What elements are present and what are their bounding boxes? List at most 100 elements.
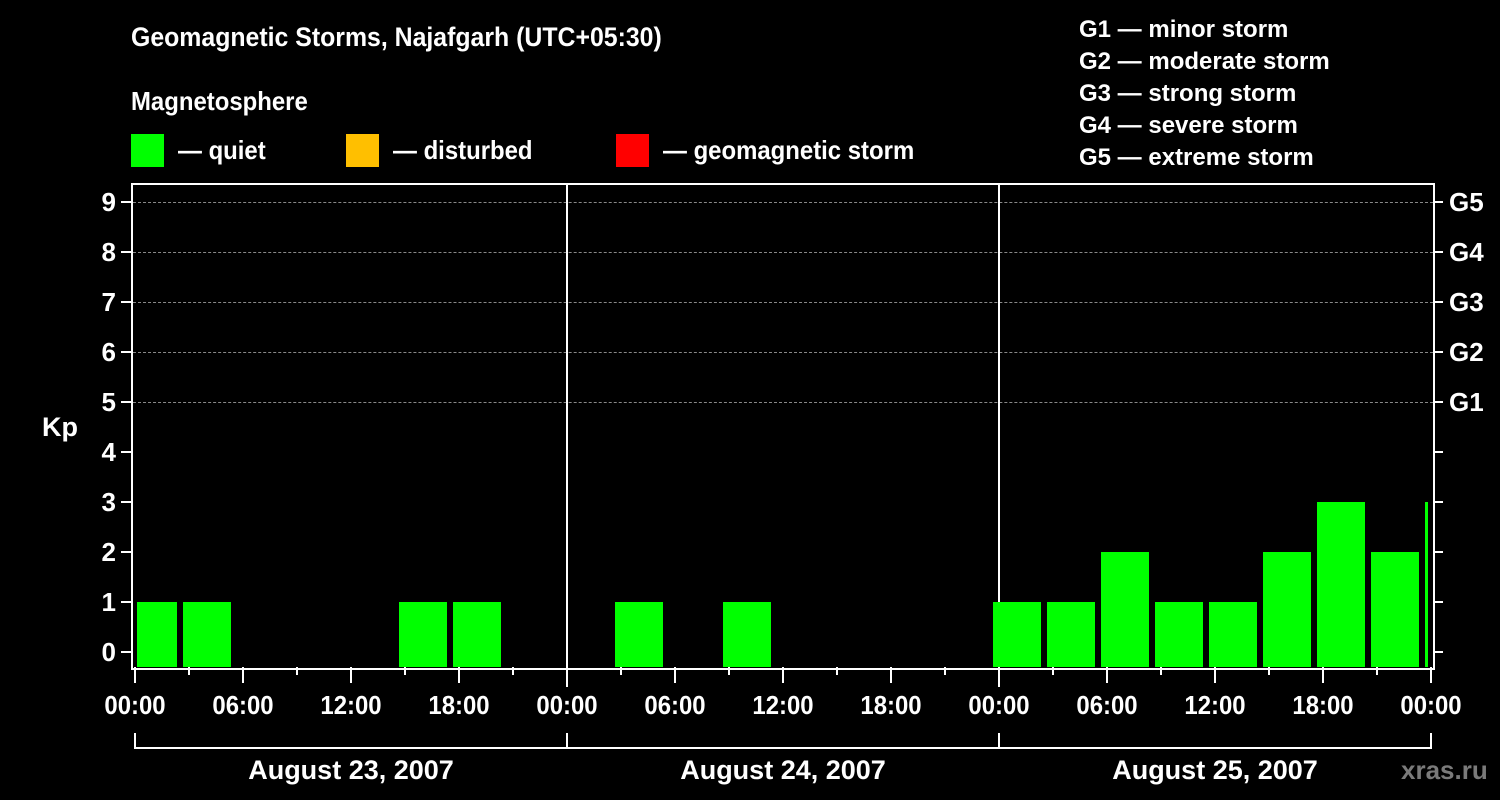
- y-tick-label: 6: [101, 337, 116, 367]
- x-tick: [1214, 667, 1216, 683]
- x-tick-label: 18:00: [1292, 690, 1354, 720]
- date-bracket-tick: [134, 733, 136, 749]
- x-minor-tick: [404, 667, 406, 675]
- kp-bar: [183, 602, 231, 667]
- y-tick: [121, 651, 131, 653]
- storm-scale-item: G5 — extreme storm: [1079, 144, 1314, 171]
- gridline: [133, 202, 1433, 203]
- legend-label: — disturbed: [393, 134, 533, 165]
- quiet-swatch: [131, 133, 164, 167]
- x-tick: [1106, 667, 1108, 683]
- kp-bar: [1101, 552, 1149, 667]
- y-tick: [121, 501, 131, 503]
- storm-level-label: G5: [1449, 187, 1484, 217]
- kp-bar: [1425, 502, 1428, 667]
- y-tick-label: 9: [101, 187, 116, 217]
- y-tick-right: [1433, 251, 1443, 253]
- kp-bar: [1371, 552, 1419, 667]
- date-bracket-tick: [998, 733, 1000, 749]
- date-label: August 25, 2007: [1112, 755, 1318, 785]
- chart-title: Geomagnetic Storms, Najafgarh (UTC+05:30…: [131, 22, 662, 52]
- x-minor-tick: [1268, 667, 1270, 675]
- x-tick: [1430, 667, 1432, 683]
- storm-scale-item: G3 — strong storm: [1079, 80, 1297, 107]
- storm-scale-item: G2 — moderate storm: [1079, 48, 1330, 75]
- storm-level-label: G2: [1449, 337, 1484, 367]
- x-tick: [1322, 667, 1324, 683]
- storm-level-label: G4: [1449, 237, 1484, 267]
- y-tick: [121, 451, 131, 453]
- gridline: [133, 352, 1433, 353]
- y-tick-label: 4: [101, 437, 116, 467]
- x-minor-tick: [944, 667, 946, 675]
- watermark: xras.ru: [1401, 755, 1488, 785]
- kp-bar: [1155, 602, 1203, 667]
- legend-disturbed: — disturbed: [346, 133, 545, 167]
- storm-scale-legend: G1 — minor storm G2 — moderate storm G3 …: [1079, 14, 1330, 174]
- x-minor-tick: [296, 667, 298, 675]
- y-tick-right: [1433, 501, 1443, 503]
- legend-label: — quiet: [178, 134, 266, 165]
- y-tick-right: [1433, 201, 1443, 203]
- x-tick: [890, 667, 892, 683]
- x-tick: [134, 667, 136, 683]
- x-tick-label: 00:00: [536, 690, 598, 720]
- y-tick-right: [1433, 301, 1443, 303]
- kp-bar: [453, 602, 501, 667]
- kp-bar: [615, 602, 663, 667]
- gridline: [133, 302, 1433, 303]
- date-label: August 24, 2007: [680, 755, 886, 785]
- y-tick-label: 1: [101, 587, 116, 617]
- y-tick: [121, 601, 131, 603]
- y-tick-right: [1433, 451, 1443, 453]
- storm-scale-item: G1 — minor storm: [1079, 16, 1289, 43]
- x-tick-label: 12:00: [752, 690, 814, 720]
- storm-swatch: [616, 133, 649, 167]
- gridline: [133, 252, 1433, 253]
- y-axis-label: Kp: [42, 412, 78, 442]
- kp-bar: [723, 602, 771, 667]
- x-minor-tick: [836, 667, 838, 675]
- x-tick-label: 00:00: [968, 690, 1030, 720]
- x-tick-label: 06:00: [644, 690, 706, 720]
- y-tick-right: [1433, 601, 1443, 603]
- kp-bar: [1209, 602, 1257, 667]
- x-tick-label: 18:00: [428, 690, 490, 720]
- x-tick: [242, 667, 244, 683]
- y-tick-label: 2: [101, 537, 116, 567]
- kp-bar: [1263, 552, 1311, 667]
- y-tick: [121, 301, 131, 303]
- storm-scale-item: G4 — severe storm: [1079, 112, 1298, 139]
- date-bracket-tick: [566, 733, 568, 749]
- y-tick: [121, 551, 131, 553]
- x-minor-tick: [620, 667, 622, 675]
- gridline: [133, 402, 1433, 403]
- day-separator: [998, 183, 1000, 687]
- y-tick-label: 0: [101, 637, 116, 667]
- x-minor-tick: [1160, 667, 1162, 675]
- x-minor-tick: [188, 667, 190, 675]
- x-minor-tick: [728, 667, 730, 675]
- day-separator: [566, 183, 568, 687]
- x-tick: [566, 667, 568, 683]
- date-bracket: [135, 747, 1431, 749]
- storm-level-label: G1: [1449, 387, 1484, 417]
- kp-bar: [1317, 502, 1365, 667]
- y-tick-right: [1433, 351, 1443, 353]
- kp-bar: [399, 602, 447, 667]
- y-tick: [121, 401, 131, 403]
- legend-heading: Magnetosphere: [131, 86, 308, 116]
- y-tick-right: [1433, 651, 1443, 653]
- date-bracket-tick: [1430, 733, 1432, 749]
- legend-label: — geomagnetic storm: [663, 134, 915, 165]
- kp-bar: [993, 602, 1041, 667]
- kp-bar: [1047, 602, 1095, 667]
- legend-quiet: — quiet: [131, 133, 273, 167]
- y-tick-label: 3: [101, 487, 116, 517]
- x-tick-label: 06:00: [212, 690, 274, 720]
- y-tick-right: [1433, 401, 1443, 403]
- x-tick-label: 06:00: [1076, 690, 1138, 720]
- x-tick: [674, 667, 676, 683]
- y-tick: [121, 351, 131, 353]
- plot-area: [131, 183, 1435, 670]
